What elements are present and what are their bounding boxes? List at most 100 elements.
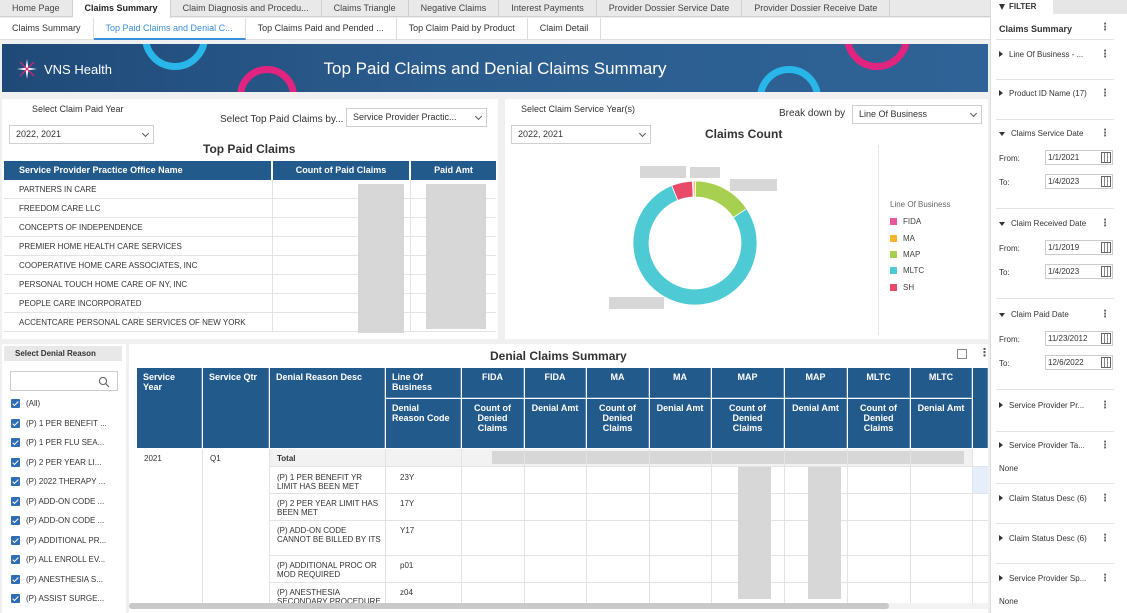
col-metric-count[interactable]: Count of Denied Claims [848, 399, 910, 448]
table-row[interactable]: PARTNERS IN CARE [4, 180, 496, 199]
checkbox[interactable] [11, 575, 20, 584]
col-metric-count[interactable]: Count of Denied Claims [462, 399, 524, 448]
table-row[interactable]: CONCEPTS OF INDEPENDENCE [4, 218, 496, 237]
legend-item-fida[interactable]: FIDA [890, 217, 921, 226]
denial-reason-option[interactable]: (P) 2022 THERAPY ... [26, 477, 106, 486]
denial-reason-option[interactable]: (P) 1 PER BENEFIT ... [26, 419, 107, 428]
checkbox[interactable] [11, 419, 20, 428]
tab-claims-summary[interactable]: Claims Summary [72, 0, 171, 18]
denial-reason-option[interactable]: (P) ASSIST SURGE... [26, 594, 105, 603]
calendar-icon[interactable] [1101, 152, 1111, 163]
tab-claim-diagnosis[interactable]: Claim Diagnosis and Procedu... [171, 0, 322, 17]
denial-reason-option[interactable]: (P) 1 PER FLU SEA... [26, 438, 105, 447]
table-row[interactable]: FREEDOM CARE LLC [4, 199, 496, 218]
col-lob-map-1[interactable]: MAP [712, 368, 784, 398]
table-row[interactable]: PERSONAL TOUCH HOME CARE OF NY, INC [4, 275, 496, 294]
col-lob-ma-1[interactable]: MA [587, 368, 649, 398]
checkbox[interactable] [11, 594, 20, 603]
tab-claims-triangle[interactable]: Claims Triangle [322, 0, 409, 17]
legend-item-map[interactable]: MAP [890, 250, 920, 259]
legend-item-mltc[interactable]: MLTC [890, 266, 924, 275]
filter-claim-paid-date[interactable]: Claim Paid Date [999, 310, 1069, 319]
subtab-claim-detail[interactable]: Claim Detail [528, 18, 602, 40]
filter-claim-status-desc-2[interactable]: Claim Status Desc (6) [999, 534, 1087, 543]
col-provider-name[interactable]: Service Provider Practice Office Name [4, 161, 271, 180]
tab-home-page[interactable]: Home Page [0, 0, 73, 17]
denial-reason-option[interactable]: (P) ADD-ON CODE ... [26, 516, 105, 525]
col-denial-reason-desc[interactable]: Denial Reason Desc [270, 368, 385, 448]
legend-item-sh[interactable]: SH [890, 283, 914, 292]
claim-paid-year-select[interactable]: 2022, 2021 [9, 125, 154, 144]
denial-reason-option[interactable]: (P) ADDITIONAL PR... [26, 536, 107, 545]
table-row[interactable]: COOPERATIVE HOME CARE ASSOCIATES, INC [4, 256, 496, 275]
received-date-to-input[interactable]: 1/4/2023 [1045, 264, 1113, 279]
col-paid-amt[interactable]: Paid Amt [411, 161, 496, 180]
paid-date-from-input[interactable]: 11/23/2012 [1045, 331, 1113, 346]
more-options-icon[interactable]: ⋮ [1100, 49, 1110, 60]
denial-reason-search-input[interactable] [10, 371, 118, 391]
paid-date-to-input[interactable]: 12/6/2022 [1045, 355, 1113, 370]
top-paid-by-select[interactable]: Service Provider Practic... [346, 108, 487, 127]
donut-slice-mltc[interactable] [632, 185, 758, 306]
filter-claims-service-date[interactable]: Claims Service Date [999, 129, 1083, 138]
calendar-icon[interactable] [1101, 266, 1111, 277]
claim-service-year-select[interactable]: 2022, 2021 [511, 125, 651, 144]
calendar-icon[interactable] [1101, 333, 1111, 344]
col-denial-reason-code[interactable]: Denial Reason Code [386, 399, 461, 448]
table-row[interactable]: PEOPLE CARE INCORPORATED [4, 294, 496, 313]
more-options-icon[interactable]: ⋮ [1100, 88, 1110, 99]
more-options-icon[interactable]: ⋮ [1100, 400, 1110, 411]
tab-interest-payments[interactable]: Interest Payments [499, 0, 597, 17]
col-service-year[interactable]: Service Year [137, 368, 202, 448]
col-lob-map-2[interactable]: MAP [785, 368, 847, 398]
checkbox[interactable] [11, 399, 20, 408]
subtab-top-claim-paid-product[interactable]: Top Claim Paid by Product [397, 18, 528, 40]
subtab-claims-summary[interactable]: Claims Summary [0, 18, 94, 40]
more-options-icon[interactable]: ⋮ [1100, 218, 1110, 229]
scrollbar-thumb[interactable] [129, 603, 889, 609]
denial-reason-option[interactable]: (P) ADD-ON CODE ... [26, 497, 105, 506]
service-date-from-input[interactable]: 1/1/2021 [1045, 150, 1113, 165]
checkbox[interactable] [11, 458, 20, 467]
checkbox[interactable] [11, 497, 20, 506]
col-metric-amt[interactable]: Denial Amt [785, 399, 847, 448]
denial-reason-option[interactable]: (P) ANESTHESIA S... [26, 575, 103, 584]
col-metric-amt[interactable]: Denial Amt [525, 399, 586, 448]
more-options-icon[interactable]: ⋮ [1100, 533, 1110, 544]
col-lob-mltc-1[interactable]: MLTC [848, 368, 910, 398]
tab-negative-claims[interactable]: Negative Claims [409, 0, 500, 17]
col-count-paid[interactable]: Count of Paid Claims [273, 161, 409, 180]
expand-icon[interactable] [957, 349, 967, 359]
breakdown-select[interactable]: Line Of Business [852, 105, 982, 124]
calendar-icon[interactable] [1101, 176, 1111, 187]
col-metric-count[interactable]: Count of Denied Claims [587, 399, 649, 448]
subtab-top-paid-denial[interactable]: Top Paid Claims and Denial C... [93, 18, 246, 40]
more-options-icon[interactable]: ⋮ [1100, 493, 1110, 504]
filter-service-provider-practice[interactable]: Service Provider Pr... [999, 401, 1084, 410]
filter-header[interactable]: FILTER [991, 0, 1053, 14]
checkbox[interactable] [11, 438, 20, 447]
filter-claim-status-desc[interactable]: Claim Status Desc (6) [999, 494, 1087, 503]
col-lob-fida-1[interactable]: FIDA [462, 368, 524, 398]
denial-reason-option[interactable]: (P) ALL ENROLL EV... [26, 555, 106, 564]
legend-item-ma[interactable]: MA [890, 234, 915, 243]
filter-service-provider-specialty[interactable]: Service Provider Sp... [999, 574, 1086, 583]
denial-reason-option[interactable]: (All) [26, 399, 41, 408]
col-line-of-business[interactable]: Line Of Business [386, 368, 461, 398]
checkbox[interactable] [11, 516, 20, 525]
col-lob-fida-2[interactable]: FIDA [525, 368, 586, 398]
col-metric-count[interactable]: Count of Denied Claims [712, 399, 784, 448]
col-metric-amt[interactable]: Denial Amt [911, 399, 972, 448]
filter-claim-received-date[interactable]: Claim Received Date [999, 219, 1086, 228]
filter-line-of-business[interactable]: Line Of Business - ... [999, 50, 1083, 59]
col-lob-ma-2[interactable]: MA [650, 368, 711, 398]
more-options-icon[interactable]: ⋮ [1100, 309, 1110, 320]
checkbox[interactable] [11, 477, 20, 486]
table-row[interactable]: PREMIER HOME HEALTH CARE SERVICES [4, 237, 496, 256]
table-row[interactable]: ACCENTCARE PERSONAL CARE SERVICES OF NEW… [4, 313, 496, 332]
more-options-icon[interactable]: ⋮ [1100, 440, 1110, 451]
checkbox[interactable] [11, 536, 20, 545]
more-options-icon[interactable]: ⋮ [1100, 22, 1110, 33]
calendar-icon[interactable] [1101, 357, 1111, 368]
checkbox[interactable] [11, 555, 20, 564]
